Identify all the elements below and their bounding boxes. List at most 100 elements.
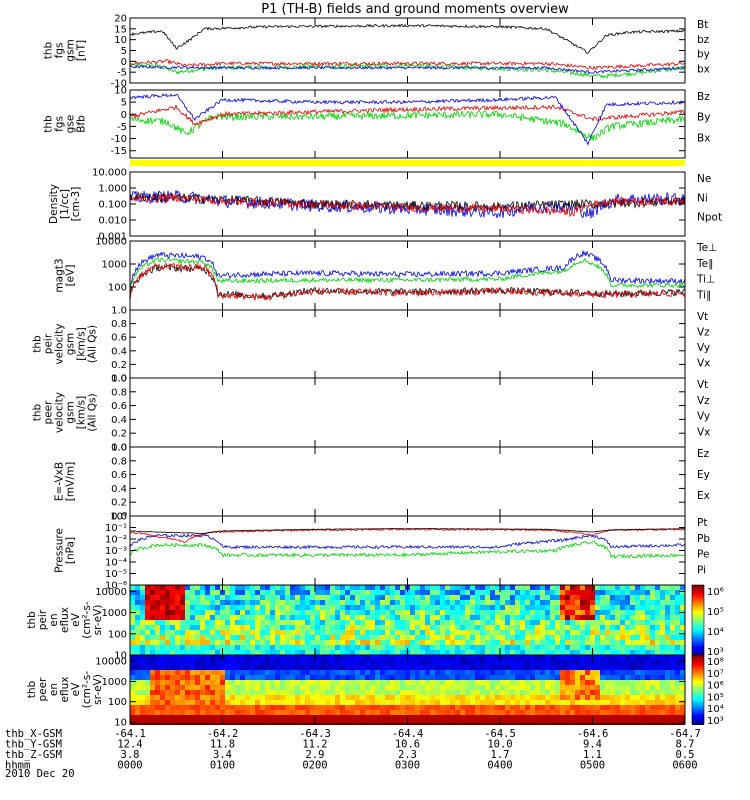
- y-tick-label: 10⁻³: [105, 546, 127, 557]
- ephemeris-value: -64.6: [577, 728, 609, 740]
- ephemeris-row-label: thb_Y-GSM: [5, 739, 62, 751]
- y-axis-label: [eV]: [65, 265, 77, 287]
- legend-entry: Pt: [697, 517, 707, 529]
- ephemeris-row-label: hhmm: [5, 760, 30, 772]
- y-tick-label: 0.2: [111, 429, 127, 440]
- y-tick-label: 0: [121, 110, 127, 121]
- y-tick-label: 15: [114, 24, 127, 35]
- y-axis-label: (cm²-s-: [81, 671, 93, 709]
- colorbar-label: 10⁵: [707, 607, 724, 618]
- y-tick-label: 20: [114, 14, 127, 25]
- legend-entry: Vz: [697, 327, 710, 339]
- y-axis-label: peer: [37, 677, 49, 702]
- y-tick-label: 0.0: [111, 443, 127, 454]
- y-tick-label: 10.000: [92, 168, 127, 179]
- series-Bx-line: [129, 93, 686, 146]
- legend-entry: Bz: [697, 91, 710, 103]
- legend-entry: Ti⊥: [696, 274, 715, 286]
- ephemeris-value: 11.8: [210, 739, 235, 751]
- y-axis-label: Density: [48, 184, 60, 224]
- colorbar-label: 10⁵: [707, 692, 724, 703]
- panel-frame-efield: [129, 446, 686, 517]
- y-tick-label: 100: [108, 283, 127, 294]
- y-tick-label: 0.6: [111, 401, 127, 412]
- y-tick-label: 0.100: [98, 200, 127, 211]
- y-tick-label: 10000: [95, 237, 127, 248]
- ephemeris-value: 10.0: [487, 739, 512, 751]
- ephemeris-value: 9.4: [583, 739, 602, 751]
- colorbar-peir-spec: 10⁶ 10⁵ 10⁴ 10³: [691, 584, 724, 658]
- y-tick-label: 0.0: [111, 374, 127, 385]
- legend-entry: Vy: [697, 342, 710, 354]
- legend-entry: by: [697, 49, 710, 61]
- y-axis-label: thb: [43, 115, 55, 133]
- series-Pi-line: [129, 533, 686, 550]
- y-tick-label: 10⁻⁵: [105, 569, 127, 580]
- panel-frame-peer-velocity: [129, 377, 686, 448]
- ephemeris-value: -64.2: [207, 728, 239, 740]
- legend-entry: Vx: [697, 426, 710, 438]
- ephemeris-value: 0100: [210, 760, 235, 772]
- legend-entry: Bx: [697, 132, 710, 144]
- ephemeris-value: 2.3: [398, 749, 417, 761]
- ephemeris-value: -64.4: [392, 728, 424, 740]
- series-Ne-line: [129, 193, 686, 218]
- y-tick-label: 1000: [102, 608, 127, 619]
- figure-title: P1 (TH-B) fields and ground moments over…: [261, 2, 569, 17]
- y-tick-label: 0.4: [111, 415, 127, 426]
- y-tick-label: 10: [114, 35, 127, 46]
- ephemeris-value: 3.8: [121, 749, 140, 761]
- y-tick-label: 1.0: [111, 306, 127, 317]
- y-tick-label: 5: [121, 98, 127, 109]
- y-tick-label: 10⁻¹: [105, 523, 127, 534]
- panel-frame-fgs-gse: [129, 89, 686, 159]
- series-bz-line: [129, 59, 686, 71]
- y-axis-label: gsm: [65, 401, 77, 423]
- y-axis-label: thb: [26, 611, 38, 629]
- ephemeris-value: 8.7: [676, 739, 695, 751]
- ephemeris-value: -64.3: [299, 728, 331, 740]
- ephemeris-value: -64.5: [484, 728, 516, 740]
- date-label: 2010 Dec 20: [5, 768, 75, 780]
- y-axis-label: [km/s]: [76, 396, 88, 430]
- y-tick-label: 10⁻⁴: [105, 558, 127, 569]
- y-axis-label: eV: [70, 682, 82, 696]
- ephemeris-value: 0200: [302, 760, 327, 772]
- y-tick-label: 0.4: [111, 346, 127, 357]
- y-axis-label: sr-eV): [92, 605, 104, 636]
- y-tick-label: 0.6: [111, 333, 127, 344]
- panel-frame-pressure: [129, 515, 686, 586]
- y-axis-label: eV: [70, 612, 82, 626]
- y-axis-label: en: [48, 613, 60, 626]
- legend-entry: bx: [697, 63, 710, 75]
- y-tick-label: -15: [111, 146, 127, 157]
- legend-entry: Ex: [697, 490, 710, 502]
- y-axis-label: fgs: [54, 116, 66, 132]
- y-axis-label: eflux: [59, 607, 71, 633]
- y-axis-label: [1/cc]: [59, 189, 71, 219]
- y-axis-label: (All Qs): [87, 393, 99, 431]
- panel-frame-fgs-gsm: [129, 17, 686, 84]
- y-tick-label: 1000: [102, 677, 127, 688]
- legend-entry: By: [697, 112, 710, 124]
- colorbar-label: 10⁴: [707, 704, 724, 715]
- legend-entry: Ey: [697, 469, 710, 481]
- y-tick-label: 0.8: [111, 319, 127, 330]
- ephemeris-value: 1.1: [583, 749, 602, 761]
- y-tick-label: 0: [121, 57, 127, 68]
- ephemeris-value: 11.2: [302, 739, 327, 751]
- y-axis-label: thb: [32, 335, 44, 353]
- y-axis-label: (cm²-s-: [81, 601, 93, 639]
- y-tick-label: -5: [117, 122, 127, 133]
- y-tick-label: 0.0: [111, 512, 127, 523]
- ephemeris-value: -64.1: [114, 728, 146, 740]
- legend-entry: Ni: [697, 192, 708, 204]
- y-tick-label: -10: [111, 134, 127, 145]
- y-tick-label: 10: [114, 651, 127, 662]
- y-tick-label: 0.8: [111, 387, 127, 398]
- y-axis-label: [nPa]: [65, 537, 77, 564]
- ephemeris-value: 0500: [580, 760, 605, 772]
